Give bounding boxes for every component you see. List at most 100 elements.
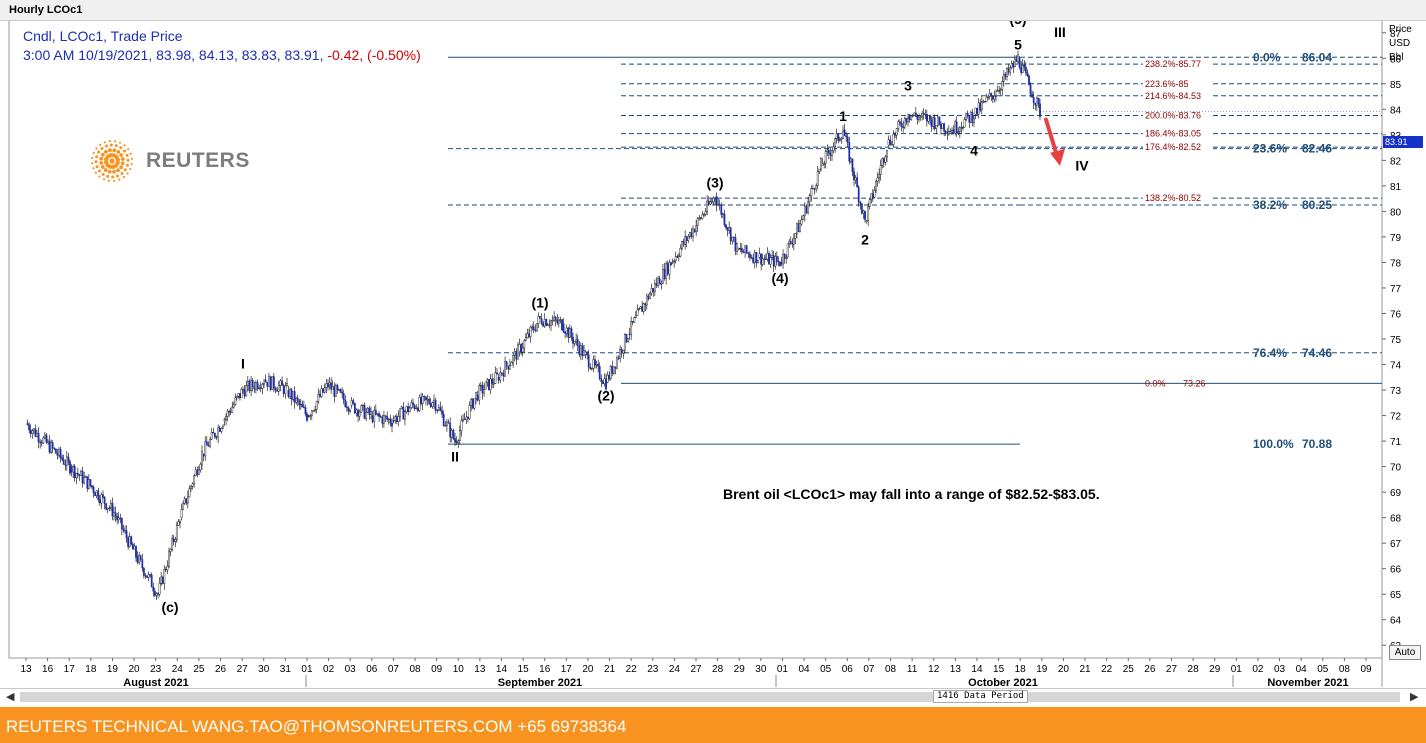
candle-body xyxy=(433,399,435,403)
candle-body xyxy=(517,344,519,360)
candle-body xyxy=(31,430,34,434)
candle-body xyxy=(985,97,988,102)
candle-body xyxy=(653,283,656,292)
candle-body xyxy=(679,247,682,257)
candle-body xyxy=(413,405,416,409)
candle-body xyxy=(177,521,180,526)
candle-body xyxy=(303,406,305,409)
candle-body xyxy=(322,388,325,393)
candle-body xyxy=(36,433,38,437)
candle-body xyxy=(652,288,655,292)
candle-body xyxy=(535,323,538,332)
candle-body xyxy=(229,411,232,413)
candle-body xyxy=(737,248,740,250)
x-tick-label: 19 xyxy=(107,664,119,675)
x-tick-label: 10 xyxy=(453,664,465,675)
candle-body xyxy=(515,351,518,360)
candle-body xyxy=(865,220,868,222)
candle-body xyxy=(578,345,581,355)
candle-body xyxy=(330,382,333,390)
candle-body xyxy=(673,260,676,263)
forecast-annotation: Brent oil <LCOc1> may fall into a range … xyxy=(723,486,1100,502)
candle-body xyxy=(895,128,898,136)
logo-dot xyxy=(99,156,104,161)
candle-body xyxy=(914,112,917,117)
candle-body xyxy=(171,538,174,550)
candle-body xyxy=(732,236,735,238)
candle-body xyxy=(386,416,389,420)
logo-dot xyxy=(100,165,105,169)
candle-body xyxy=(70,466,73,473)
candle-body xyxy=(815,185,818,190)
candle-body xyxy=(952,129,955,134)
wave-label: 3 xyxy=(904,78,912,94)
candle-body xyxy=(747,252,750,255)
x-tick-label: 26 xyxy=(215,664,227,675)
candle-body xyxy=(197,469,200,475)
candle-body xyxy=(220,428,223,432)
candle-body xyxy=(37,433,40,443)
candle-body xyxy=(421,395,424,404)
scroll-left-icon[interactable]: ◀ xyxy=(6,691,15,703)
candle-body xyxy=(295,397,298,403)
candle-body xyxy=(158,583,161,595)
candle-body xyxy=(785,256,788,259)
candle-body xyxy=(1006,68,1008,77)
wave-label: (1) xyxy=(531,294,548,310)
candle-body xyxy=(242,389,244,391)
candle-body xyxy=(100,494,103,504)
candle-body xyxy=(245,385,248,397)
candle-body xyxy=(226,410,229,417)
candle-body xyxy=(886,150,888,158)
scroll-right-icon[interactable]: ▶ xyxy=(1410,691,1419,703)
candle-body xyxy=(139,555,142,560)
candle-body xyxy=(186,496,189,504)
candle-body xyxy=(289,389,291,397)
candle-body xyxy=(757,260,759,264)
candle-body xyxy=(642,303,645,312)
auto-scale-button[interactable]: Auto xyxy=(1389,645,1421,660)
candle-body xyxy=(460,420,463,431)
candle-body xyxy=(864,210,866,220)
candle-body xyxy=(842,131,844,139)
candle-body xyxy=(50,442,53,453)
x-tick-label: 17 xyxy=(561,664,573,675)
candle-body xyxy=(258,387,261,389)
x-tick-label: 23 xyxy=(647,664,659,675)
wave-label: I xyxy=(241,356,245,372)
candle-body xyxy=(913,112,916,116)
candle-body xyxy=(209,439,211,447)
logo-dot xyxy=(119,146,123,150)
wave-label: (3) xyxy=(706,175,723,191)
candle-body xyxy=(124,530,126,532)
fib-retracement-value: 70.88 xyxy=(1302,437,1332,451)
forecast-arrow-shaft xyxy=(1044,117,1059,158)
candle-body xyxy=(32,428,35,431)
candle-body xyxy=(384,415,387,417)
candle-body xyxy=(779,261,781,266)
candle-body xyxy=(598,366,601,379)
candle-body xyxy=(557,319,560,324)
candle-body xyxy=(374,410,377,415)
candle-body xyxy=(1034,102,1037,106)
candle-body xyxy=(908,114,911,120)
candle-body xyxy=(943,123,946,132)
candle-body xyxy=(415,407,418,409)
logo-dot xyxy=(126,158,130,162)
candle-body xyxy=(1020,67,1023,73)
y-tick-label: 67 xyxy=(1390,539,1402,550)
horizontal-scrollbar[interactable]: ◀ ▶ xyxy=(0,688,1426,705)
x-tick-label: 09 xyxy=(431,664,443,675)
candle-body xyxy=(476,394,479,401)
candle-body xyxy=(72,465,75,473)
price-chart[interactable]: 6364656667686970717273747576777879808182… xyxy=(0,0,1426,707)
candle-body xyxy=(907,118,909,123)
candle-body xyxy=(910,115,913,120)
candle-body xyxy=(86,476,89,489)
candle-body xyxy=(188,488,191,498)
candle-body xyxy=(848,142,851,162)
scroll-track[interactable] xyxy=(20,692,1400,702)
candle-body xyxy=(296,397,299,402)
candle-body xyxy=(119,517,122,519)
candle-body xyxy=(513,351,516,356)
